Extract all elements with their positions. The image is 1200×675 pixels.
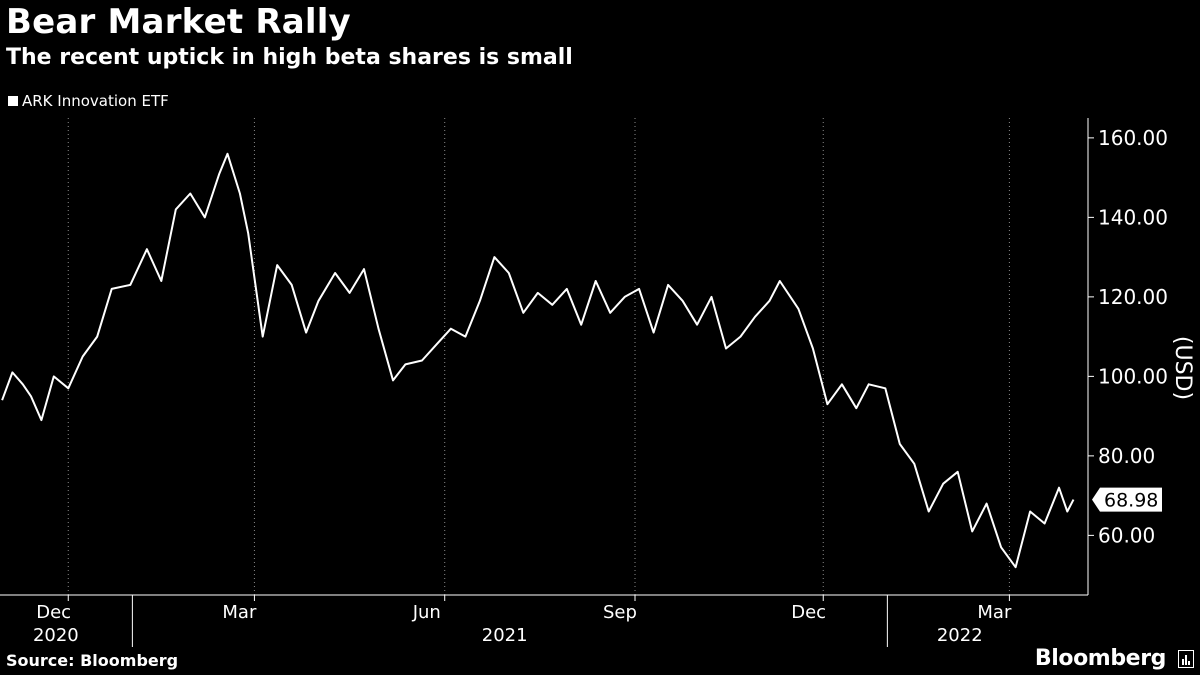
year-labels: 2020 2021 2022 (33, 625, 983, 646)
chart-title: Bear Market Rally (6, 2, 351, 42)
y-tick-labels: 60.00 80.00 100.00 120.00 140.00 160.00 (1098, 126, 1168, 548)
series-line-ark-innovation-etf (1, 152, 1075, 569)
x-tick-label: Mar (977, 602, 1012, 623)
axes (0, 118, 1094, 647)
y-tick-label: 60.00 (1098, 523, 1155, 547)
legend: ARK Innovation ETF (8, 92, 169, 110)
x-tick-label: Mar (222, 602, 257, 623)
bloomberg-logo: Bloomberg (1034, 646, 1167, 671)
last-value-label: 68.98 (1104, 490, 1158, 512)
x-tick-labels: Dec Mar Jun Sep Dec Mar (36, 602, 1012, 623)
y-tick-label: 160.00 (1098, 126, 1168, 150)
x-tick-label: Sep (603, 602, 637, 623)
bloomberg-mark-icon (1178, 650, 1194, 668)
x-tick-label: Dec (791, 602, 826, 623)
source-note: Source: Bloomberg (6, 651, 179, 670)
year-label: 2020 (33, 625, 79, 646)
y-tick-label: 140.00 (1098, 205, 1168, 229)
year-label: 2022 (937, 625, 983, 646)
gridlines (67, 118, 1010, 595)
y-tick-label: 80.00 (1098, 444, 1155, 468)
legend-label: ARK Innovation ETF (22, 92, 169, 110)
x-tick-label: Jun (412, 602, 441, 623)
last-value-badge (1092, 487, 1162, 512)
y-axis-label: (USD) (1170, 336, 1195, 400)
legend-swatch (8, 96, 18, 106)
last-value-marker: 68.98 (1092, 487, 1162, 512)
y-tick-label: 100.00 (1098, 364, 1168, 388)
chart-subtitle: The recent uptick in high beta shares is… (6, 45, 573, 70)
y-tick-label: 120.00 (1098, 285, 1168, 309)
year-label: 2021 (482, 625, 528, 646)
x-tick-label: Dec (36, 602, 71, 623)
